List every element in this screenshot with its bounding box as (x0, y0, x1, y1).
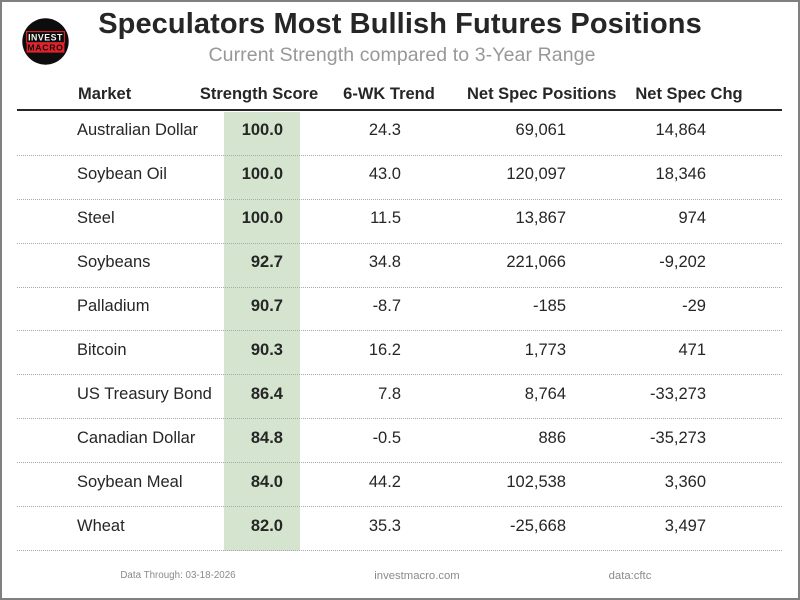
row-separator (17, 374, 782, 376)
investmacro-logo: INVEST MACRO (22, 18, 69, 65)
cell-market: Palladium (77, 297, 150, 316)
cell-strength-score: 84.0 (250, 472, 283, 491)
footer-data-through: Data Through: 03-18-2026 (120, 570, 236, 581)
cell-net-spec-chg: 3,360 (664, 472, 706, 491)
cell-strength-score: 84.8 (250, 428, 283, 447)
cell-market: US Treasury Bond (77, 384, 212, 403)
cell-net-spec-positions: 221,066 (506, 253, 566, 272)
row-separator (17, 198, 782, 200)
footer-data-source: data:cftc (608, 570, 652, 582)
cell-6wk-trend: -8.7 (372, 297, 401, 316)
header-underline (17, 108, 782, 111)
cell-net-spec-positions: 120,097 (506, 165, 566, 184)
table-row: Soybean Oil 100.0 43.0 120,097 18,346 (2, 156, 798, 200)
cell-net-spec-positions: 13,867 (515, 209, 566, 228)
table-row: US Treasury Bond 86.4 7.8 8,764 -33,273 (2, 375, 798, 420)
cell-6wk-trend: 34.8 (368, 253, 401, 272)
footer-website: investmacro.com (374, 570, 460, 582)
cell-net-spec-positions: 886 (538, 428, 566, 447)
cell-market: Canadian Dollar (77, 428, 196, 447)
cell-net-spec-positions: 1,773 (524, 340, 566, 359)
cell-net-spec-chg: -35,273 (650, 428, 706, 447)
page-subtitle: Current Strength compared to 3-Year Rang… (208, 44, 596, 66)
cell-6wk-trend: 43.0 (368, 165, 401, 184)
row-separator (17, 242, 782, 244)
cell-market: Bitcoin (77, 340, 127, 359)
logo-macro-box (26, 42, 65, 53)
cell-strength-score: 100.0 (241, 165, 283, 184)
cell-market: Australian Dollar (77, 121, 199, 140)
cell-net-spec-chg: -29 (682, 297, 706, 316)
cell-6wk-trend: 35.3 (368, 516, 401, 535)
table-row: Steel 100.0 11.5 13,867 974 (2, 200, 798, 244)
table-row: Wheat 82.0 35.3 -25,668 3,497 (2, 507, 798, 551)
cell-6wk-trend: 24.3 (368, 121, 401, 140)
cell-net-spec-positions: 8,764 (524, 384, 566, 403)
cell-market: Soybean Oil (77, 165, 167, 184)
cell-strength-score: 86.4 (250, 384, 283, 403)
row-separator (17, 330, 782, 332)
cell-net-spec-chg: 974 (678, 209, 706, 228)
cell-market: Soybeans (77, 253, 151, 272)
logo-invest-text: INVEST (28, 32, 63, 42)
column-header-strength-score: Strength Score (199, 85, 319, 103)
row-separator (17, 549, 782, 551)
cell-strength-score: 92.7 (250, 253, 283, 272)
cell-6wk-trend: -0.5 (372, 428, 401, 447)
table-row: Bitcoin 90.3 16.2 1,773 471 (2, 332, 798, 376)
cell-net-spec-chg: 471 (678, 340, 706, 359)
table-row: Soybeans 92.7 34.8 221,066 -9,202 (2, 244, 798, 288)
cell-strength-score: 82.0 (250, 516, 283, 535)
table-row: Australian Dollar 100.0 24.3 69,061 14,8… (2, 112, 798, 156)
cell-market: Soybean Meal (77, 472, 183, 491)
cell-market: Wheat (77, 516, 125, 535)
row-separator (17, 154, 782, 156)
cell-net-spec-positions: -25,668 (510, 516, 566, 535)
cell-net-spec-chg: -33,273 (650, 384, 706, 403)
page-title: Speculators Most Bullish Futures Positio… (98, 8, 702, 40)
cell-strength-score: 90.3 (250, 340, 283, 359)
column-header-net-spec-positions: Net Spec Positions (467, 85, 617, 103)
cell-strength-score: 100.0 (241, 121, 283, 140)
cell-net-spec-chg: 3,497 (664, 516, 706, 535)
cell-6wk-trend: 44.2 (368, 472, 401, 491)
table-row: Palladium 90.7 -8.7 -185 -29 (2, 288, 798, 332)
cell-market: Steel (77, 209, 115, 228)
column-header-market: Market (78, 85, 132, 103)
table-row: Soybean Meal 84.0 44.2 102,538 3,360 (2, 463, 798, 508)
logo-macro-text: MACRO (27, 43, 63, 53)
cell-6wk-trend: 11.5 (370, 209, 401, 228)
row-separator (17, 506, 782, 508)
row-separator (17, 462, 782, 464)
column-header-6wk-trend: 6-WK Trend (343, 85, 435, 103)
cell-6wk-trend: 7.8 (378, 384, 401, 403)
cell-net-spec-positions: 102,538 (506, 472, 566, 491)
cell-net-spec-chg: -9,202 (659, 253, 706, 272)
row-separator (17, 286, 782, 288)
cell-strength-score: 100.0 (241, 209, 283, 228)
row-separator (17, 418, 782, 420)
cell-net-spec-chg: 14,864 (655, 121, 706, 140)
cell-net-spec-chg: 18,346 (655, 165, 706, 184)
cell-net-spec-positions: -185 (532, 297, 566, 316)
cell-6wk-trend: 16.2 (368, 340, 401, 359)
cell-strength-score: 90.7 (250, 297, 283, 316)
table-row: Canadian Dollar 84.8 -0.5 886 -35,273 (2, 419, 798, 464)
cell-net-spec-positions: 69,061 (515, 121, 566, 140)
column-header-net-spec-chg: Net Spec Chg (635, 85, 743, 103)
